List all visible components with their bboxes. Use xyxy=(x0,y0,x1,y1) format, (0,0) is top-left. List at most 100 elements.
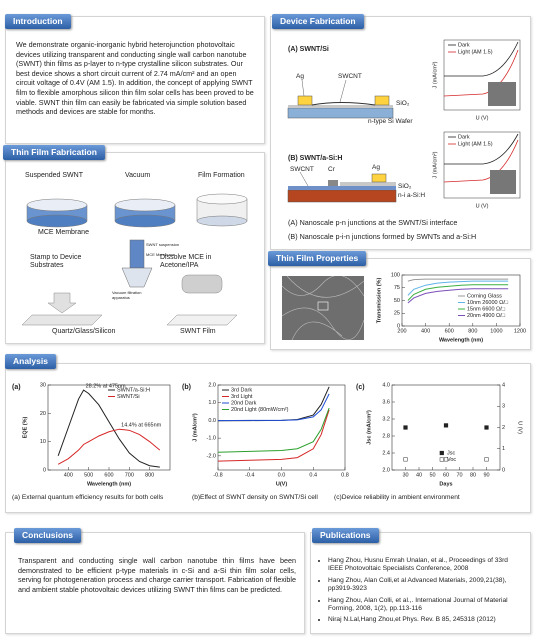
publication-list: Hang Zhou, Husnu Emrah Unalan, et al., P… xyxy=(318,557,524,628)
section-heading: Thin Film Properties xyxy=(268,251,367,266)
x-tick-label: 700 xyxy=(125,472,134,478)
y-tick-label: 2.0 xyxy=(208,382,216,388)
legend-label: SWNT/a-Si:H xyxy=(117,387,150,393)
device-a-diagram xyxy=(287,79,394,119)
x-axis-title: Wavelength (nm) xyxy=(439,337,483,343)
y2-tick-label: 3 xyxy=(502,404,505,410)
legend-label: Corning Glass xyxy=(467,293,502,299)
x-tick-label: -0.8 xyxy=(213,472,222,478)
axis-title: U (V) xyxy=(476,203,489,209)
panel-label: (c) xyxy=(356,384,365,391)
y2-tick-label: 2 xyxy=(502,425,505,431)
section-heading: Analysis xyxy=(5,354,56,369)
legend-label: Voc xyxy=(447,457,456,463)
x-tick-label: 40 xyxy=(416,472,422,478)
label: Cr xyxy=(328,166,335,173)
panel-label: (a) xyxy=(12,384,21,391)
point xyxy=(403,425,408,430)
legend-swatch xyxy=(439,450,444,456)
x-tick-label: 400 xyxy=(421,328,430,334)
analysis-box xyxy=(5,363,531,513)
series-line xyxy=(217,409,330,462)
x-tick-label: 0.0 xyxy=(278,472,286,478)
y2-tick-label: 1 xyxy=(502,446,505,452)
x-tick-label: 500 xyxy=(84,472,93,478)
label: SWCNT xyxy=(290,166,314,173)
device-box xyxy=(270,16,531,250)
legend-label: Dark xyxy=(458,134,470,140)
device-b-diagram xyxy=(287,171,397,203)
step-label: Suspended SWNT xyxy=(25,172,83,179)
transmission-chart: 200 400 600 800 1000 1200 0 25 50 75 100 Wavelength… xyxy=(376,272,526,343)
x-tick-label: 600 xyxy=(104,472,113,478)
conclusions-text: Transparent and conducting single wall c… xyxy=(18,556,296,594)
legend-label: 20nd Dark xyxy=(231,400,257,406)
publication: Hang Zhou, Husnu Emrah Unalan, et al., P… xyxy=(328,557,524,574)
panel-title: (A) SWNT/Si xyxy=(288,46,329,53)
x-tick-label: 600 xyxy=(445,328,454,334)
intro-text: We demonstrate organic-inorganic hybrid … xyxy=(16,40,254,117)
publications-box xyxy=(310,532,531,634)
x-tick-label: 1000 xyxy=(490,328,502,334)
point xyxy=(403,457,408,462)
y-tick-label: -1.0 xyxy=(207,436,216,442)
y-tick-label: 75 xyxy=(394,285,400,291)
y-tick-label: 3.2 xyxy=(382,416,390,422)
caption: (A) Nanoscale p-n junctions at the SWNT/… xyxy=(288,218,458,227)
legend-label: Light (AM 1.5) xyxy=(458,141,493,147)
y2-tick-label: 4 xyxy=(502,382,505,388)
conclusions-box xyxy=(5,532,305,634)
series-line xyxy=(57,389,160,468)
label: n-type Si Wafer xyxy=(368,118,413,125)
x-tick-label: 0.4 xyxy=(309,472,317,478)
label: SWCNT xyxy=(338,73,362,80)
section-heading: Publications xyxy=(312,528,379,543)
legend-label: Jsc xyxy=(447,450,456,456)
legend-label: Light (AM 1.5) xyxy=(458,49,493,55)
publication: Hang Zhou, Alan Colli,et al Advanced Mat… xyxy=(328,577,524,594)
y-axis-title: Transmission (%) xyxy=(376,278,382,324)
caption: (c)Device reliability in ambient environ… xyxy=(334,494,460,501)
section-heading: Thin Film Fabrication xyxy=(3,145,105,160)
x-tick-label: 800 xyxy=(145,472,154,478)
eqe-chart: 400 500 600 700 800 0 10 20 30 Wavelength (nm) EQE… xyxy=(22,382,171,487)
legend-label: 20nm 4900 Ω/□ xyxy=(467,313,506,319)
y-tick-label: 4.0 xyxy=(382,382,390,388)
y-tick-label: 100 xyxy=(391,272,400,278)
x-tick-label: 800 xyxy=(468,328,477,334)
point xyxy=(443,457,449,462)
series-line xyxy=(57,428,161,465)
x-tick-label: 70 xyxy=(456,472,462,478)
label: Ag xyxy=(372,164,380,171)
plot-frame xyxy=(391,384,501,471)
x-tick-label: 400 xyxy=(64,472,73,478)
x-tick-label: 80 xyxy=(470,472,476,478)
legend-label: 3rd Dark xyxy=(231,387,252,393)
label: SWNT Film xyxy=(180,328,216,335)
annotation: 28.2% at 475nm xyxy=(86,384,126,390)
caption: (b)Effect of SWNT density on SWNT/Si cel… xyxy=(192,494,318,501)
label: MCE Membrane xyxy=(146,252,176,257)
fabrication-diagram xyxy=(21,193,248,326)
section-heading: Introduction xyxy=(5,14,71,29)
y-tick-label: 2.0 xyxy=(382,467,390,473)
label: Quartz/Glass/Silicon xyxy=(52,328,116,335)
series-line xyxy=(217,407,330,453)
point xyxy=(443,423,449,428)
series-line xyxy=(407,278,509,282)
step-label: Film Formation xyxy=(198,172,245,179)
y-axis-title: J (mA/cm²) xyxy=(191,413,198,442)
series-line xyxy=(407,288,509,304)
x-axis-title: Days xyxy=(439,481,452,487)
x-tick-label: 0.8 xyxy=(341,472,349,478)
panel-label: (b) xyxy=(182,384,191,391)
axis-title: J (mA/cm²) xyxy=(432,61,438,88)
y-tick-label: 1.0 xyxy=(208,400,216,406)
publication: Hang Zhou, Alan Colli, et al.,. Internat… xyxy=(328,597,524,614)
axis-title: J (mA/cm²) xyxy=(432,151,438,178)
y-tick-label: 30 xyxy=(40,382,46,388)
device-b-plot: Dark Light (AM 1.5) U (V) J (mA/cm²) xyxy=(432,131,521,209)
y-tick-label: 0.0 xyxy=(208,418,216,424)
y-tick-label: 3.6 xyxy=(382,399,390,405)
label: Ag xyxy=(296,73,304,80)
